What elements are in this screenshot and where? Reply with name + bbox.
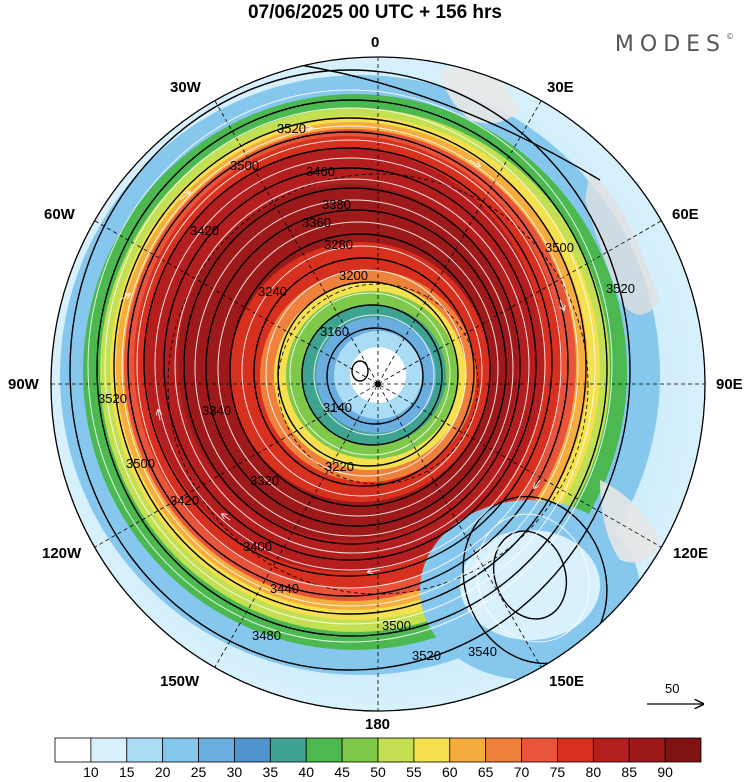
contour-label: 3220 xyxy=(325,459,354,474)
contour-label: 3480 xyxy=(252,628,281,643)
contour-label: 3420 xyxy=(170,493,199,508)
colorbar-tick-label: 45 xyxy=(334,764,350,780)
graticule xyxy=(51,57,705,711)
colorbar-swatch xyxy=(485,737,522,763)
contour-label: 3460 xyxy=(306,164,335,179)
colorbar-swatch xyxy=(305,737,343,763)
colorbar-swatch xyxy=(521,737,558,763)
lon-label-180: 180 xyxy=(365,716,391,733)
lon-label-90w: 90W xyxy=(8,376,39,393)
colorbar-swatch xyxy=(628,737,666,763)
colorbar-swatch xyxy=(592,737,630,763)
colorbar-tick-label: 80 xyxy=(585,764,602,780)
colorbar-tick-label: 10 xyxy=(83,764,99,780)
colorbar-swatch xyxy=(377,737,415,763)
colorbar xyxy=(54,737,702,763)
lon-label-150w: 150W xyxy=(160,673,200,690)
colorbar-tick-label: 50 xyxy=(370,764,386,780)
contour-label: 3320 xyxy=(250,473,279,488)
colorbar-tick-label: 20 xyxy=(154,764,171,780)
height-contours xyxy=(69,64,631,671)
pole-marker xyxy=(375,381,381,387)
colorbar-tick-label: 60 xyxy=(441,764,458,780)
contour-label: 3520 xyxy=(98,391,127,406)
colorbar-swatch xyxy=(269,737,307,763)
colorbar-tick-label: 15 xyxy=(118,764,135,780)
lon-label-0: 0 xyxy=(371,34,380,51)
colorbar-swatch xyxy=(198,737,235,763)
contour-label: 3520 xyxy=(606,281,635,296)
colorbar-tick-label: 90 xyxy=(657,764,673,780)
colorbar-tick-label: 30 xyxy=(226,764,243,780)
contour-label: 3520 xyxy=(412,648,441,663)
colorbar-tick-label: 35 xyxy=(262,764,279,780)
contour-label-group: 3520 3500 3460 3420 3380 3360 3280 3240 … xyxy=(98,121,635,663)
colorbar-tick-label: 55 xyxy=(406,764,422,780)
colorbar-swatch xyxy=(54,737,92,763)
contour-label: 3400 xyxy=(243,539,272,554)
lon-label-150e: 150E xyxy=(549,673,585,690)
contour-label: 3360 xyxy=(302,215,331,230)
contour-label: 3500 xyxy=(126,456,155,471)
colorbar-swatch xyxy=(413,737,451,763)
colorbar-tick-label: 75 xyxy=(549,764,566,780)
wind-streamlines xyxy=(87,89,613,643)
contour-label: 3340 xyxy=(202,403,231,418)
colorbar-swatch xyxy=(234,737,271,763)
lon-label-60e: 60E xyxy=(672,206,699,223)
copyright-mark: © xyxy=(726,32,734,41)
colorbar-swatch xyxy=(90,737,128,763)
colorbar-tick-label: 40 xyxy=(298,764,315,780)
lon-label-120e: 120E xyxy=(673,545,709,562)
map-title: 07/06/2025 00 UTC + 156 hrs xyxy=(247,2,503,23)
lon-label-30e: 30E xyxy=(547,79,574,96)
lon-label-90e: 90E xyxy=(716,376,743,393)
colorbar-swatch xyxy=(449,737,487,763)
contour-label: 3540 xyxy=(468,644,497,659)
lon-label-120w: 120W xyxy=(42,545,82,562)
wind-speed-shading xyxy=(51,57,705,711)
contour-label: 3500 xyxy=(545,240,574,255)
modes-logo: MODES© xyxy=(615,32,734,57)
colorbar-swatch xyxy=(341,737,379,763)
contour-label: 3420 xyxy=(190,223,219,238)
contour-label: 3500 xyxy=(382,618,411,633)
contour-label: 3200 xyxy=(339,268,368,283)
contour-label: 3440 xyxy=(270,581,299,596)
brand-name: MODES xyxy=(614,32,726,57)
colorbar-tick-label: 85 xyxy=(621,764,638,780)
colorbar-swatch xyxy=(557,737,594,763)
contour-label: 3500 xyxy=(230,158,259,173)
contour-label: 3160 xyxy=(320,324,349,339)
contour-label: 3520 xyxy=(277,121,306,136)
contour-label: 3140 xyxy=(323,400,352,415)
colorbar-swatch xyxy=(162,737,199,763)
colorbar-labels: 10 15 20 25 30 35 40 45 50 55 60 65 70 75 80 85 90 xyxy=(0,764,750,782)
colorbar-swatch xyxy=(126,737,164,763)
map-border xyxy=(50,56,706,712)
reference-vector-label: 50 xyxy=(665,681,680,696)
contour-label: 3380 xyxy=(322,197,351,212)
colorbar-tick-label: 65 xyxy=(477,764,494,780)
lon-label-30w: 30W xyxy=(170,79,201,96)
lon-label-60w: 60W xyxy=(44,206,75,223)
contour-label: 3240 xyxy=(258,284,287,299)
colorbar-tick-label: 70 xyxy=(513,764,530,780)
colorbar-swatch xyxy=(664,737,702,763)
colorbar-tick-label: 25 xyxy=(190,764,207,780)
contour-label: 3280 xyxy=(324,237,353,252)
